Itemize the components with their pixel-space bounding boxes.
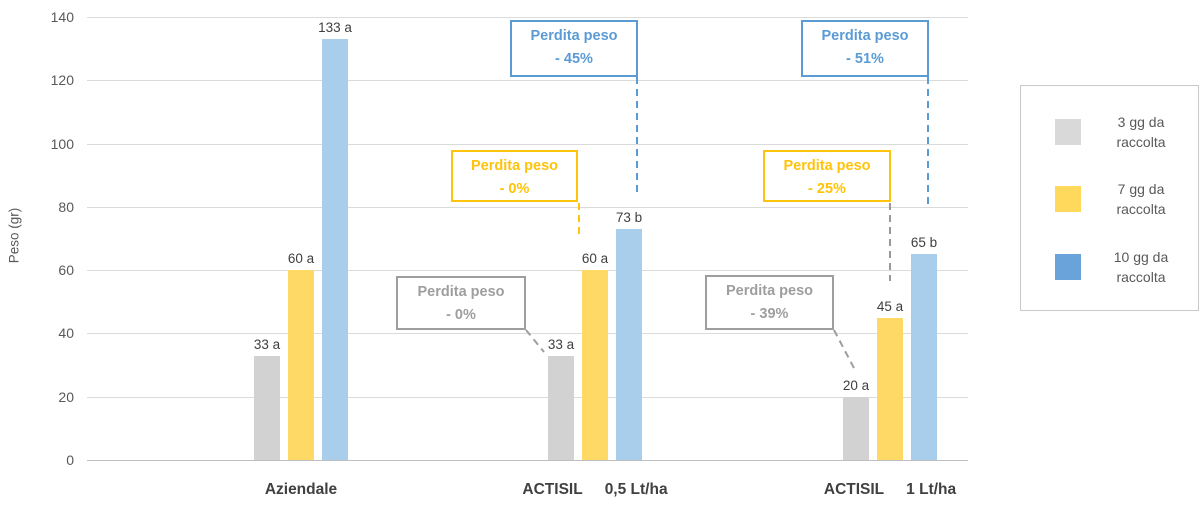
y-tick-60: 60 xyxy=(58,262,74,278)
y-tick-100: 100 xyxy=(50,136,74,152)
gridline-0 xyxy=(87,460,968,461)
bar-7gg-group1 xyxy=(288,270,314,460)
legend-label-10gg: 10 gg da raccolta xyxy=(1113,249,1169,285)
x-category-label-3: ACTISIL 1 Lt/ha xyxy=(823,481,957,498)
bar-7gg-group3 xyxy=(877,318,903,460)
callout-perdita-peso-0-7gg: Perdita peso - 0% xyxy=(451,150,578,202)
gridline-80 xyxy=(87,207,968,208)
legend-swatch-7gg xyxy=(1055,186,1081,212)
callout-perdita-peso-45: Perdita peso - 45% xyxy=(510,20,638,77)
gridline-20 xyxy=(87,397,968,398)
y-tick-80: 80 xyxy=(58,199,74,215)
bar-value-label-10gg-group2: 73 b xyxy=(615,210,643,225)
bar-value-label-7gg-group1: 60 a xyxy=(287,251,315,266)
bar-3gg-group2 xyxy=(548,356,574,460)
legend-swatch-10gg xyxy=(1055,254,1081,280)
bar-3gg-group3 xyxy=(843,397,869,460)
y-tick-120: 120 xyxy=(50,72,74,88)
gridline-60 xyxy=(87,270,968,271)
legend-label-3gg: 3 gg da raccolta xyxy=(1116,114,1166,150)
bar-value-label-10gg-group3: 65 b xyxy=(910,235,938,250)
callout-perdita-peso-39: Perdita peso - 39% xyxy=(705,275,834,330)
bar-10gg-group3 xyxy=(911,254,937,460)
x-category-label-1: Aziendale xyxy=(264,481,338,498)
x-category-label-2: ACTISIL 0,5 Lt/ha xyxy=(522,481,668,498)
callout-perdita-peso-51: Perdita peso - 51% xyxy=(801,20,929,77)
bar-value-label-7gg-group2: 60 a xyxy=(581,251,609,266)
bar-value-label-10gg-group1: 133 a xyxy=(318,20,352,35)
gridline-140 xyxy=(87,17,968,18)
bar-7gg-group2 xyxy=(582,270,608,460)
y-tick-20: 20 xyxy=(58,389,74,405)
gridline-120 xyxy=(87,80,968,81)
legend-label-7gg: 7 gg da raccolta xyxy=(1116,181,1166,217)
y-tick-140: 140 xyxy=(50,9,74,25)
legend: 3 gg da raccolta 7 gg da raccolta 10 gg da ra… xyxy=(1020,85,1199,311)
bar-value-label-3gg-group3: 20 a xyxy=(842,378,870,393)
bar-10gg-group2 xyxy=(616,229,642,460)
bar-10gg-group1 xyxy=(322,39,348,460)
y-tick-40: 40 xyxy=(58,325,74,341)
gridline-100 xyxy=(87,144,968,145)
bar-3gg-group1 xyxy=(254,356,280,460)
bar-value-label-3gg-group2: 33 a xyxy=(547,337,575,352)
bar-value-label-7gg-group3: 45 a xyxy=(876,299,904,314)
legend-swatch-3gg xyxy=(1055,119,1081,145)
callout-perdita-peso-25: Perdita peso - 25% xyxy=(763,150,891,202)
bar-value-label-3gg-group1: 33 a xyxy=(253,337,281,352)
callout-perdita-peso-0-3gg: Perdita peso - 0% xyxy=(396,276,526,330)
y-tick-0: 0 xyxy=(66,452,74,468)
gridline-40 xyxy=(87,333,968,334)
